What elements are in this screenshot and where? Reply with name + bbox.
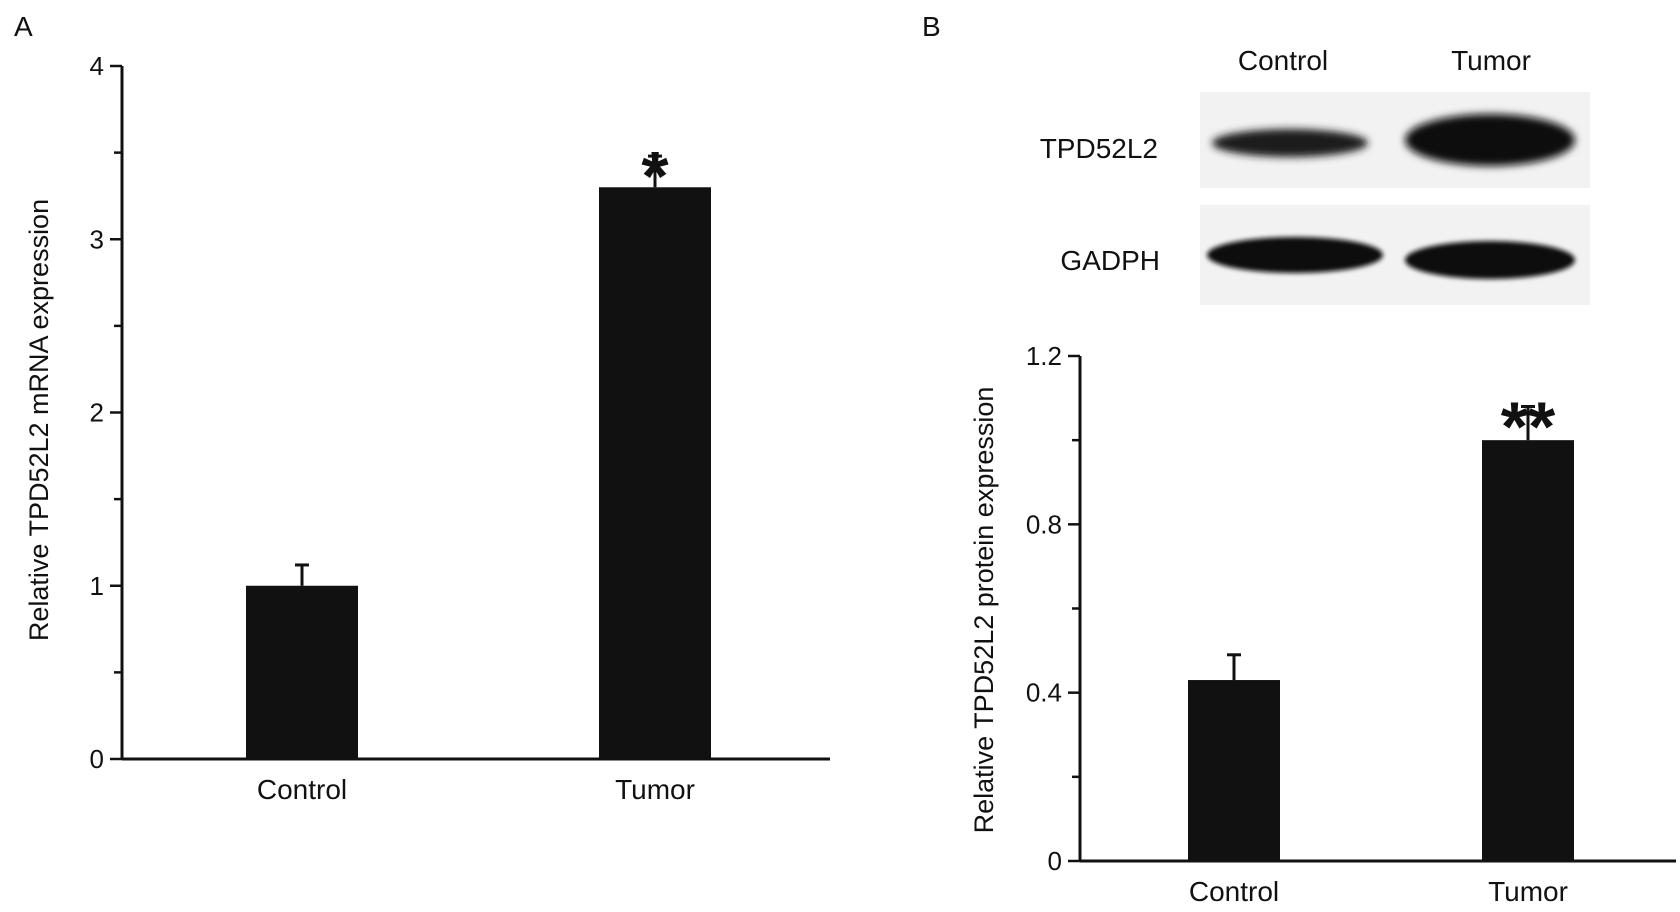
category-label: Control bbox=[1189, 876, 1279, 907]
blot-lane-label: Control bbox=[1238, 45, 1328, 76]
western-blot: Control Tumor TPD52L2 GADPH bbox=[1040, 45, 1590, 305]
panel-letter-a: A bbox=[14, 11, 33, 42]
bar bbox=[1482, 440, 1574, 861]
y-tick-label: 4 bbox=[90, 51, 104, 81]
blot-lane-label: Tumor bbox=[1451, 45, 1531, 76]
blot-row-label: TPD52L2 bbox=[1040, 133, 1158, 164]
bar bbox=[1188, 680, 1280, 861]
chart-b: Relative TPD52L2 protein expression 0 0.4… bbox=[969, 341, 1676, 907]
blot-band bbox=[1207, 237, 1383, 273]
panel-letter-b: B bbox=[922, 11, 941, 42]
category-label: Tumor bbox=[1488, 876, 1568, 907]
significance-marker: * bbox=[641, 137, 669, 215]
y-tick-label: 0.4 bbox=[1026, 678, 1062, 708]
y-tick-label: 3 bbox=[90, 224, 104, 254]
blot-band bbox=[1212, 129, 1368, 157]
category-label: Control bbox=[257, 774, 347, 805]
y-tick-label: 0 bbox=[90, 744, 104, 774]
y-tick-label: 1.2 bbox=[1026, 341, 1062, 371]
bar bbox=[246, 585, 358, 759]
chart-a: Relative TPD52L2 mRNA expression 0 1 2 3 4 Co… bbox=[24, 51, 830, 805]
y-tick-label: 2 bbox=[90, 398, 104, 428]
category-label: Tumor bbox=[615, 774, 695, 805]
blot-band bbox=[1405, 114, 1575, 166]
chart-a-ylabel: Relative TPD52L2 mRNA expression bbox=[24, 199, 54, 641]
y-tick-label: 0.8 bbox=[1026, 509, 1062, 539]
y-tick-label: 1 bbox=[90, 571, 104, 601]
chart-b-ylabel: Relative TPD52L2 protein expression bbox=[969, 387, 999, 834]
significance-marker: ** bbox=[1501, 388, 1556, 466]
bar bbox=[599, 187, 711, 759]
y-tick-label: 0 bbox=[1048, 846, 1062, 876]
blot-band bbox=[1405, 241, 1575, 279]
blot-row-label: GADPH bbox=[1060, 245, 1160, 276]
